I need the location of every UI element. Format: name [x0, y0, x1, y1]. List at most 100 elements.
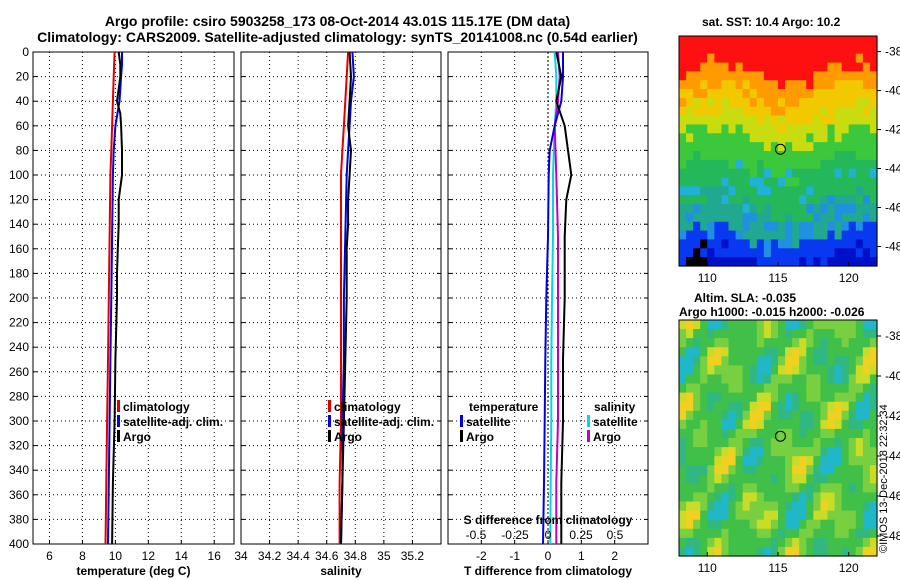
map-cell: [785, 257, 793, 267]
y-tick-label: 320: [9, 439, 29, 453]
map-cell: [686, 212, 694, 223]
map-cell: [763, 239, 772, 249]
argo-location-marker: [774, 143, 786, 155]
map-cell: [841, 428, 850, 439]
map-cell: [735, 320, 744, 330]
y-tick-label: 160: [9, 242, 29, 256]
map-cell: [756, 410, 765, 421]
map-cell: [848, 347, 857, 357]
map-cell: [862, 151, 871, 161]
map-cell: [735, 80, 744, 90]
map-cell: [792, 546, 800, 557]
map-cell: [820, 528, 829, 539]
map-cell: [742, 329, 751, 339]
map-cell: [686, 204, 694, 214]
map-cell: [679, 212, 687, 223]
map-cell: [799, 248, 807, 258]
map-cell: [707, 501, 715, 512]
map-cell: [714, 115, 723, 126]
map-cell: [834, 230, 843, 241]
map-cell: [820, 159, 829, 170]
map-cell: [792, 501, 800, 512]
map-cell: [763, 428, 772, 439]
map-cell: [855, 365, 864, 376]
map-cell: [756, 465, 765, 475]
map-cell: [728, 44, 737, 55]
map-cell: [799, 106, 807, 117]
map-cell: [700, 410, 708, 421]
map-cell: [869, 239, 878, 249]
map-cell: [763, 456, 772, 466]
map-cell: [855, 329, 864, 339]
map-cell: [834, 419, 843, 430]
map-cell: [869, 71, 878, 81]
map-cell: [770, 438, 779, 448]
map-cell: [799, 62, 807, 72]
map-cell: [827, 347, 836, 357]
map-cell: [820, 106, 829, 117]
map-cell: [799, 447, 807, 457]
legend-argo-label: Argo: [123, 430, 151, 444]
map-cell: [841, 356, 850, 366]
map-cell: [679, 62, 687, 72]
map-cell: [749, 248, 758, 258]
map-cell: [763, 419, 772, 430]
map-cell: [841, 230, 850, 241]
map-cell: [686, 347, 694, 357]
map-cell: [778, 465, 786, 475]
map-cell: [679, 36, 687, 46]
y-tick-label: 240: [9, 340, 29, 354]
map-cell: [848, 519, 857, 530]
map-cell: [728, 510, 737, 521]
map-cell: [820, 501, 829, 512]
map-cell: [707, 438, 715, 448]
map-cell: [763, 36, 772, 46]
map-cell: [728, 204, 737, 214]
map-cell: [834, 151, 843, 161]
map-cell: [770, 320, 779, 330]
map-cell: [806, 177, 814, 187]
map-cell: [778, 124, 786, 134]
map-cell: [728, 383, 737, 394]
map-cell: [686, 44, 694, 55]
map-cell: [770, 221, 779, 232]
map-cell: [749, 212, 758, 223]
map-cell: [742, 519, 751, 530]
legend-satellite-swatch: [117, 415, 120, 427]
map-cell: [855, 320, 864, 330]
map-cell: [827, 36, 836, 46]
map-cell: [813, 62, 822, 72]
map-cell: [679, 428, 687, 439]
map-cell: [855, 356, 864, 366]
map-cell: [714, 80, 723, 90]
map-cell: [700, 168, 708, 179]
map-cell: [855, 447, 864, 457]
map-cell: [792, 410, 800, 421]
map-cell: [862, 62, 871, 72]
y-tick-label: 300: [9, 414, 29, 428]
map-cell: [763, 365, 772, 376]
map-cell: [763, 374, 772, 385]
map-cell: [827, 501, 836, 512]
map-cell: [770, 456, 779, 466]
map-cell: [806, 401, 814, 412]
y-tick-label: 120: [9, 193, 29, 207]
map-cell: [721, 204, 730, 214]
map-cell: [721, 374, 730, 385]
map-y-tick-label: -44: [885, 449, 900, 463]
map-cell: [855, 97, 864, 108]
map-cell: [841, 53, 850, 64]
map-cell: [778, 221, 786, 232]
map-cell: [728, 248, 737, 258]
map-cell: [721, 151, 730, 161]
plot-title-line2: Climatology: CARS2009. Satellite-adjuste…: [37, 29, 638, 45]
map-cell: [707, 159, 715, 170]
map-cell: [778, 230, 786, 241]
map-cell: [721, 492, 730, 503]
map-cell: [742, 212, 751, 223]
map-cell: [735, 410, 744, 421]
map-cell: [785, 365, 793, 376]
map-cell: [763, 320, 772, 330]
map-cell: [686, 474, 694, 484]
map-cell: [841, 221, 850, 232]
